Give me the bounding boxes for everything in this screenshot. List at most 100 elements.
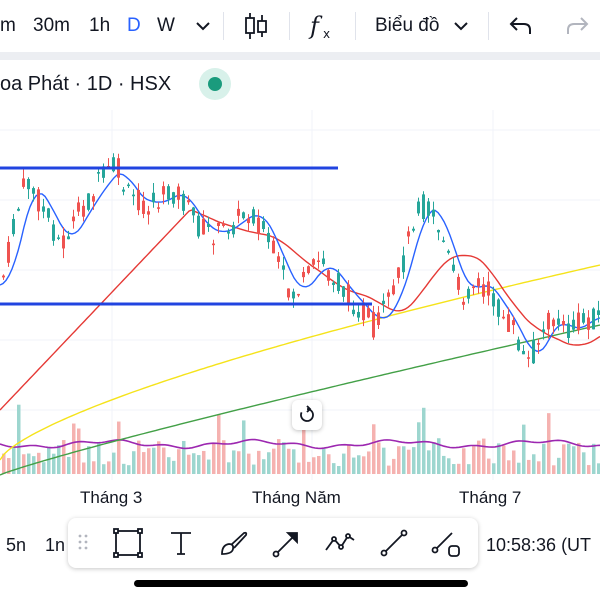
candle-body [242,212,245,219]
candle-body [477,278,480,287]
candle-body [247,218,250,224]
interval-day-button[interactable]: D [127,15,141,36]
volume-bar [582,452,586,474]
candle-body [402,255,405,273]
candle-body [417,201,420,214]
chevron-down-icon[interactable] [452,16,470,41]
volume-bar [382,447,386,474]
arrow-icon[interactable] [270,526,304,560]
symbol-title[interactable]: oa Phát · 1D · HSX [0,73,172,95]
undo-icon[interactable] [508,14,534,43]
candle-body [177,186,180,200]
path-icon[interactable] [323,526,357,560]
indicators-fx-icon[interactable]: f x [308,10,336,47]
drag-handle-icon[interactable] [78,533,88,556]
candle-body [352,309,355,315]
brush-icon[interactable] [217,526,251,560]
volume-ma-line [0,438,600,450]
svg-text:x: x [323,27,330,41]
candle-body [322,258,325,265]
ma-slow-line [0,264,600,461]
candle-body [167,186,170,200]
drawing-toolbar [68,518,478,568]
chevron-down-icon[interactable] [194,16,212,41]
time-axis-label: Tháng 3 [80,488,143,507]
candle-body [127,184,130,187]
interval-30m-button[interactable]: 30m [33,15,70,36]
candle-body [227,231,230,234]
candle-body [312,259,315,265]
candle-body [157,207,160,209]
candle-body [532,340,535,364]
candle-body [587,317,590,330]
volume-bar [147,448,151,474]
reset-icon [300,405,314,422]
candle-body [92,196,95,202]
candle-body [217,222,220,226]
interval-1h-button[interactable]: 1h [89,15,111,36]
volume-bar [387,465,391,474]
clock-readout[interactable]: 10:58:36 (UT [486,535,592,555]
volume-bar [132,451,136,474]
volume-bar [52,453,56,474]
volume-bar [357,455,361,474]
candle-body [562,321,565,326]
candle-body [112,157,115,172]
reset-chart-button[interactable] [292,400,322,430]
volume-bar [187,454,191,474]
volume-bar [317,455,321,474]
candle-body [182,193,185,211]
range-5d-button[interactable]: 5n [6,535,27,555]
volume-bar [492,463,496,474]
volume-bar [117,421,121,474]
candle-body [372,312,375,338]
candle-body [297,293,300,296]
candle-body [582,313,585,323]
volume-bar [162,447,166,474]
candlestick-icon[interactable] [242,10,270,47]
volume-bar [377,442,381,474]
volume-bar [92,461,96,474]
volume-bar [62,440,66,474]
volume-bar [397,446,401,474]
price-chart[interactable] [0,110,600,480]
volume-bar [167,457,171,474]
candle-body [97,172,100,174]
candle-body [522,350,525,355]
candle-body [212,243,215,246]
candle-body [47,208,50,218]
candle-body [32,188,35,194]
candle-body [447,250,450,253]
volume-bar [152,447,156,474]
range-1d-button[interactable]: 1n [45,535,66,555]
trend-line-icon[interactable] [377,526,411,560]
volume-bar [182,440,186,474]
candle-body [517,339,520,351]
volume-bar [197,455,201,474]
candle-body [27,178,30,190]
candle-body [597,310,600,315]
candle-body [222,223,225,226]
interval-week-button[interactable]: W [157,15,175,36]
candle-body [422,194,425,220]
volume-bar [257,450,261,474]
volume-bar [512,450,516,474]
svg-text:f: f [308,12,323,40]
volume-bar [482,438,486,474]
text-icon[interactable] [164,526,198,560]
volume-bar [262,459,266,474]
candle-body [442,240,445,242]
market-status-indicator[interactable] [199,68,231,100]
rectangle-icon[interactable] [111,526,145,560]
chart-type-menu[interactable]: Biểu đồ [375,15,440,36]
volume-bar [577,442,581,474]
ray-icon[interactable] [430,526,464,560]
volume-bar [372,424,376,474]
toolbar-divider [488,12,489,40]
volume-bar [267,452,271,474]
interval-minutes-button[interactable]: m [0,15,16,36]
candle-body [412,228,415,231]
home-indicator [134,580,468,587]
volume-bar [407,449,411,474]
redo-icon[interactable] [564,14,590,43]
